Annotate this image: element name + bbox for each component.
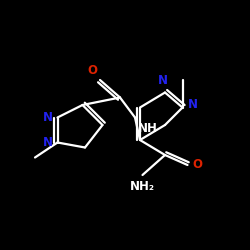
Text: NH₂: NH₂	[130, 180, 155, 193]
Text: N: N	[42, 136, 52, 149]
Text: N: N	[158, 74, 168, 88]
Text: O: O	[192, 158, 202, 172]
Text: O: O	[88, 64, 98, 78]
Text: N: N	[42, 111, 52, 124]
Text: NH: NH	[138, 122, 158, 136]
Text: N: N	[188, 98, 198, 112]
